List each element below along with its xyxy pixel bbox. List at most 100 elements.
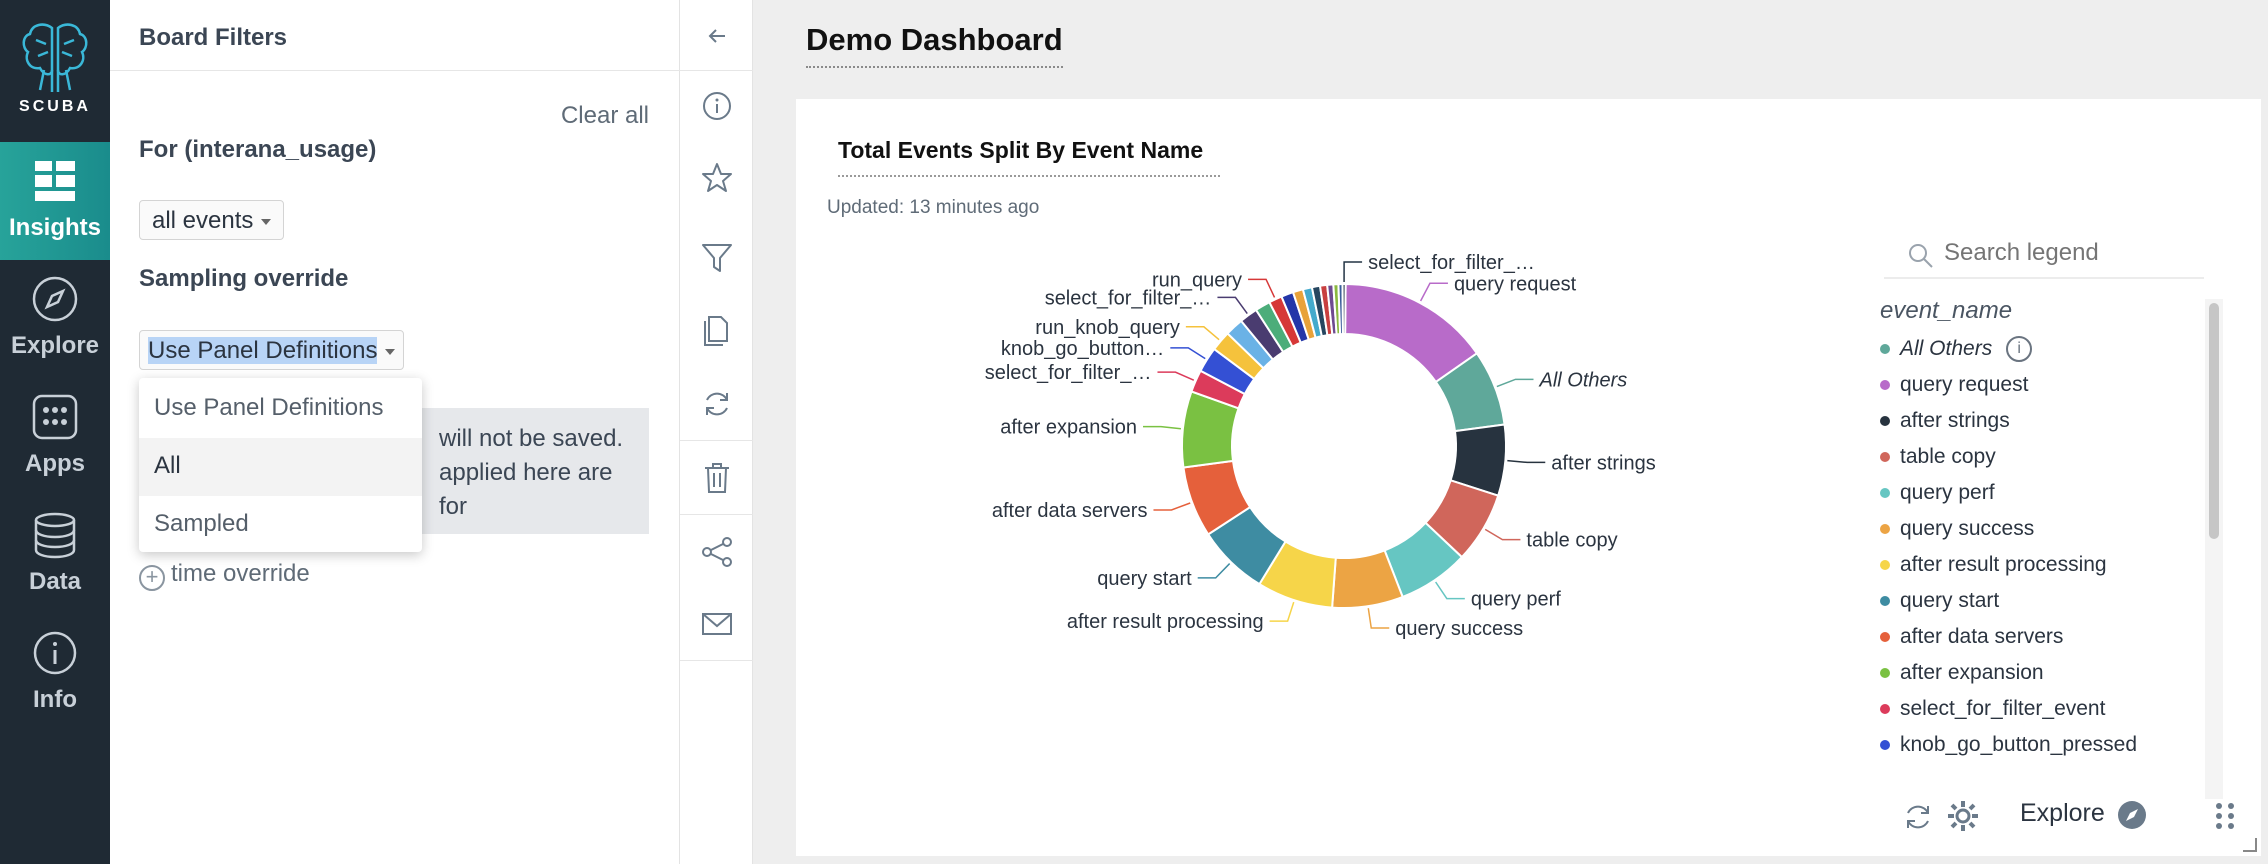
- dropdown-option-use-panel-definitions[interactable]: Use Panel Definitions: [154, 394, 384, 421]
- legend-label: query request: [1900, 373, 2029, 396]
- favorite-button[interactable]: [680, 142, 753, 214]
- chevron-down-icon: [261, 218, 272, 225]
- duplicate-button[interactable]: [680, 294, 753, 366]
- slice-label: after expansion: [1000, 417, 1137, 439]
- slice-leader-line: [1217, 296, 1248, 315]
- legend-item[interactable]: select_for_filter_event: [1880, 691, 2210, 727]
- time-override-label: time override: [171, 560, 310, 587]
- notice-line-1: will not be saved.: [439, 425, 624, 452]
- nav-item-info[interactable]: Info: [0, 614, 110, 732]
- nav-item-explore[interactable]: Explore: [0, 260, 110, 378]
- for-dataset-label: For (interana_usage): [139, 136, 377, 163]
- slice-label: after strings: [1551, 452, 1655, 474]
- legend-item[interactable]: query success: [1880, 511, 2210, 547]
- legend-swatch: [1880, 380, 1890, 390]
- resize-handle[interactable]: [2243, 838, 2257, 852]
- legend-item[interactable]: query request: [1880, 367, 2210, 403]
- legend-search[interactable]: [1884, 229, 2204, 279]
- refresh-icon[interactable]: [1902, 801, 1934, 833]
- info-icon[interactable]: i: [2006, 336, 2033, 362]
- legend-item[interactable]: table copy: [1880, 439, 2210, 475]
- scrollbar-thumb[interactable]: [2209, 303, 2219, 539]
- legend-item[interactable]: after expansion: [1880, 655, 2210, 691]
- slice-leader-line: [1143, 425, 1181, 430]
- info-icon: [702, 92, 731, 120]
- board-toolbar: [680, 0, 753, 864]
- collapse-panel-button[interactable]: [680, 0, 753, 72]
- sampling-select-value: Use Panel Definitions: [148, 337, 378, 364]
- legend-label: after expansion: [1900, 661, 2044, 684]
- legend-header: event_name: [1880, 297, 2013, 324]
- add-time-override-button[interactable]: + time override: [139, 560, 310, 591]
- share-icon: [701, 537, 732, 567]
- legend-item[interactable]: after data servers: [1880, 619, 2210, 655]
- chart-legend: event_name All Others i query request after…: [1880, 297, 2210, 797]
- legend-item[interactable]: knob_go_button_pressed: [1880, 727, 2210, 763]
- nav-label-explore: Explore: [10, 332, 100, 359]
- email-button[interactable]: [680, 588, 753, 660]
- legend-item[interactable]: query perf: [1880, 475, 2210, 511]
- info-icon: [33, 631, 77, 675]
- slice-label: select_for_filter_…: [1045, 287, 1212, 309]
- updated-timestamp: Updated: 13 minutes ago: [827, 197, 1040, 218]
- delete-button[interactable]: [680, 442, 753, 514]
- slice-label: query request: [1454, 273, 1577, 295]
- copy-icon: [703, 316, 728, 346]
- slice-leader-line: [1185, 326, 1220, 341]
- events-select[interactable]: all events: [139, 200, 285, 240]
- legend-label: table copy: [1900, 445, 1996, 468]
- refresh-icon: [705, 392, 728, 416]
- legend-label: query perf: [1900, 481, 1995, 504]
- legend-item[interactable]: All Others i: [1880, 331, 2210, 367]
- dropdown-option-all[interactable]: All: [139, 438, 422, 496]
- left-nav: SCUBA Insights Explore Apps: [0, 0, 110, 864]
- panel-title[interactable]: Total Events Split By Event Name: [838, 137, 1220, 177]
- scuba-logo[interactable]: SCUBA: [0, 0, 110, 140]
- legend-swatch: [1880, 596, 1890, 606]
- gear-icon[interactable]: [1946, 799, 1980, 833]
- donut-slice[interactable]: [1341, 283, 1347, 336]
- legend-label: select_for_filter_event: [1900, 697, 2106, 720]
- slice-leader-line: [1170, 347, 1206, 360]
- refresh-button[interactable]: [680, 368, 753, 440]
- events-select-value: all events: [152, 207, 254, 234]
- filter-button[interactable]: [680, 222, 753, 294]
- toolbar-divider: [680, 514, 753, 515]
- legend-label: knob_go_button_pressed: [1900, 733, 2138, 756]
- legend-item[interactable]: after result processing: [1880, 547, 2210, 583]
- sampling-select[interactable]: Use Panel Definitions: [139, 330, 405, 370]
- clear-all-link[interactable]: Clear all: [560, 102, 649, 129]
- slice-label: All Others: [1538, 369, 1627, 391]
- board-title[interactable]: Demo Dashboard: [806, 22, 1063, 68]
- compass-icon[interactable]: [2116, 799, 2148, 831]
- share-button[interactable]: [680, 516, 753, 588]
- brand-name: SCUBA: [19, 98, 91, 115]
- board-filters-panel: Board Filters Clear all For (interana_us…: [110, 0, 680, 864]
- nav-item-data[interactable]: Data: [0, 496, 110, 614]
- slice-leader-line: [1367, 608, 1390, 629]
- nav-item-insights[interactable]: Insights: [0, 142, 110, 260]
- explore-button[interactable]: Explore: [2020, 799, 2105, 827]
- slice-leader-line: [1435, 581, 1465, 600]
- legend-swatch: [1880, 452, 1890, 462]
- info-button[interactable]: [680, 70, 753, 142]
- slice-label: after data servers: [992, 500, 1148, 522]
- legend-scrollbar[interactable]: [2205, 299, 2223, 799]
- drag-handle-icon[interactable]: [2212, 799, 2238, 833]
- slice-label: run_query: [1152, 269, 1242, 291]
- legend-item[interactable]: after strings: [1880, 403, 2210, 439]
- dropdown-option-sampled[interactable]: Sampled: [154, 510, 249, 537]
- toolbar-divider: [680, 70, 753, 71]
- filter-icon: [701, 244, 732, 272]
- brain-logo-icon: [22, 23, 88, 92]
- legend-item[interactable]: query start: [1880, 583, 2210, 619]
- filters-divider: [110, 70, 680, 71]
- slice-leader-line: [1419, 282, 1448, 302]
- filters-title: Board Filters: [139, 24, 288, 51]
- toolbar-divider: [680, 660, 753, 661]
- nav-item-apps[interactable]: Apps: [0, 378, 110, 496]
- legend-search-input[interactable]: [1944, 239, 2194, 267]
- notice-line-2: applied here are for: [439, 459, 613, 520]
- slice-label: run_knob_query: [1035, 317, 1180, 339]
- collapse-arrow-icon: [708, 29, 725, 43]
